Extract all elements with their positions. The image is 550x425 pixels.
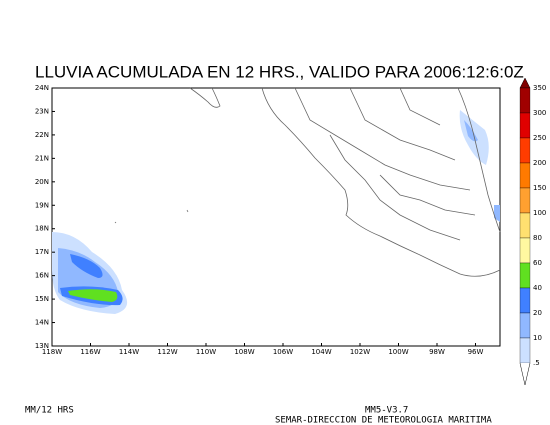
coastline <box>114 87 501 277</box>
lon-label: 102W <box>350 348 370 356</box>
colorbar-label: 350 <box>533 84 546 92</box>
colorbar-label: 40 <box>533 284 542 292</box>
model-label: MM5-V3.7 <box>365 406 408 416</box>
colorbar: 350 300 250 200 150 100 80 60 40 20 10 .5 <box>519 77 546 386</box>
agency-label: SEMAR-DIRECCION DE METEOROLOGIA MARITIMA <box>275 416 492 425</box>
colorbar-swatch <box>519 262 531 289</box>
colorbar-bottom <box>519 362 531 386</box>
colorbar-label: 300 <box>533 109 546 117</box>
lon-label: 104W <box>311 348 331 356</box>
lat-label: 17N <box>35 248 49 256</box>
lat-label: 15N <box>35 295 49 303</box>
lat-label: 18N <box>35 225 49 233</box>
colorbar-label: 80 <box>533 234 542 242</box>
lon-label: 112W <box>157 348 177 356</box>
rain-area <box>464 120 478 142</box>
lon-label: 96W <box>468 348 484 356</box>
lat-label: 23N <box>35 107 49 115</box>
lon-label: 108W <box>234 348 254 356</box>
colorbar-label: 200 <box>533 159 546 167</box>
lat-label: 20N <box>35 178 49 186</box>
colorbar-swatch <box>519 187 531 214</box>
lat-label: 21N <box>35 154 49 162</box>
lat-label: 19N <box>35 201 49 209</box>
map <box>51 87 501 347</box>
lon-label: 118W <box>42 348 62 356</box>
colorbar-swatch <box>519 137 531 164</box>
colorbar-label: 60 <box>533 259 542 267</box>
colorbar-label: 100 <box>533 209 546 217</box>
lat-label: 22N <box>35 131 49 139</box>
colorbar-label: 250 <box>533 134 546 142</box>
units-label: MM/12 HRS <box>25 406 74 416</box>
colorbar-swatch <box>519 112 531 139</box>
lon-label: 114W <box>119 348 139 356</box>
colorbar-swatch <box>519 287 531 314</box>
rain-area <box>68 289 118 302</box>
lat-axis: 24N 23N 22N 21N 20N 19N 18N 17N 16N 15N 14N 13N <box>35 84 55 350</box>
colorbar-label: 20 <box>533 309 542 317</box>
lat-label: 16N <box>35 272 49 280</box>
lon-label: 98W <box>429 348 445 356</box>
lon-label: 116W <box>80 348 100 356</box>
colorbar-swatch <box>519 212 531 239</box>
lon-label: 106W <box>273 348 293 356</box>
lat-label: 14N <box>35 319 49 327</box>
lat-label: 13N <box>35 342 49 350</box>
colorbar-swatch <box>519 237 531 264</box>
rain-area <box>70 254 103 278</box>
lon-axis: 118W 116W 114W 112W 110W 108W 106W 104W 102W 100W… <box>42 343 484 356</box>
colorbar-swatch <box>519 87 531 114</box>
lon-label: 110W <box>196 348 216 356</box>
title: LLUVIA ACUMULADA EN 12 HRS., VALIDO PARA… <box>35 62 524 81</box>
colorbar-swatch <box>519 162 531 189</box>
colorbar-label: .5 <box>533 359 540 367</box>
colorbar-swatch <box>519 337 531 364</box>
colorbar-label: 150 <box>533 184 546 192</box>
lon-label: 100W <box>388 348 408 356</box>
colorbar-label: 10 <box>533 334 542 342</box>
lat-label: 24N <box>35 84 49 92</box>
colorbar-swatch <box>519 312 531 339</box>
